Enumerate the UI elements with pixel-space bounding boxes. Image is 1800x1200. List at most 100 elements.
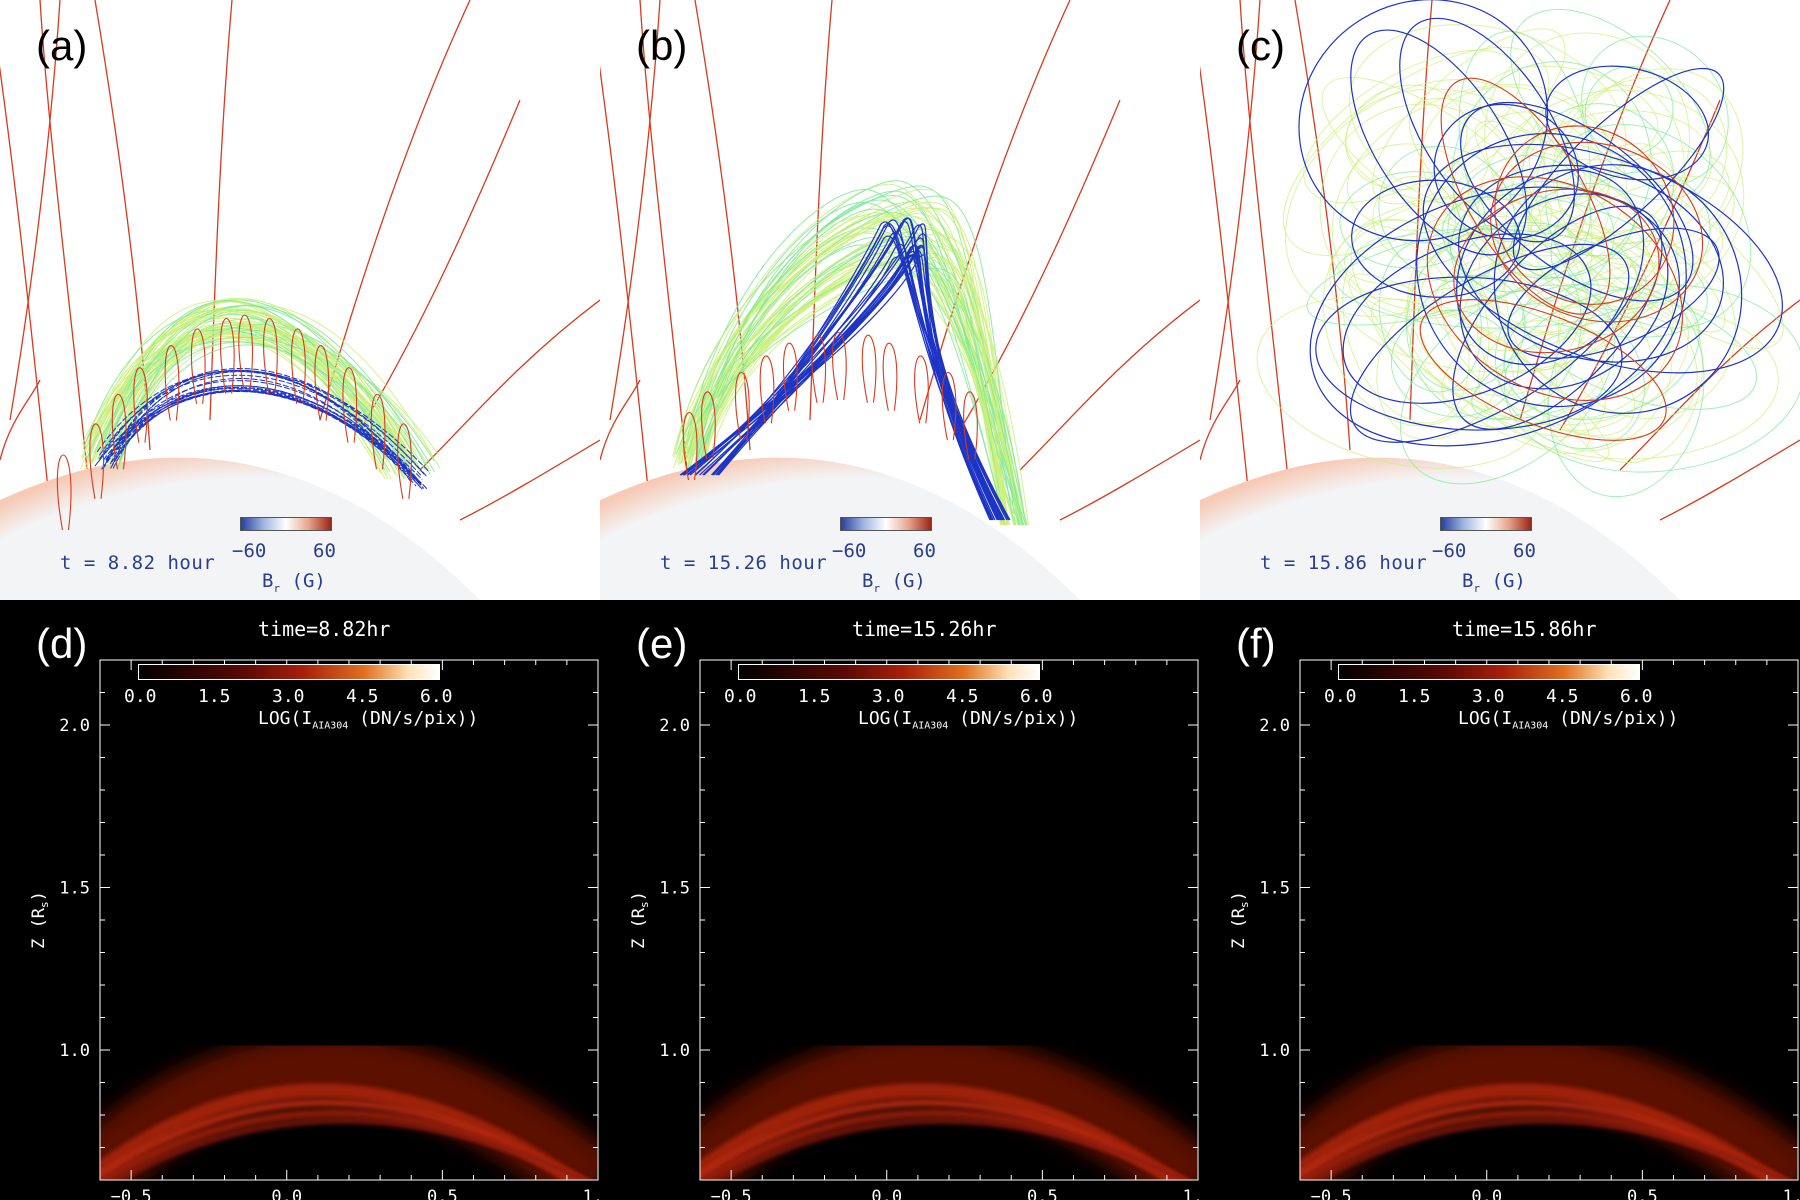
arcade-loop bbox=[89, 423, 104, 499]
rope-core-line bbox=[713, 254, 1010, 521]
rope-core-line bbox=[1349, 243, 1630, 443]
x-tick-label: 0.0 bbox=[871, 1187, 902, 1200]
arcade-loop bbox=[56, 454, 72, 531]
rope-line bbox=[1478, 195, 1678, 335]
arcade-loop bbox=[861, 334, 877, 403]
open-field-line bbox=[959, 99, 1121, 431]
arcade-loop bbox=[941, 372, 957, 441]
diffuse-glow bbox=[100, 1034, 598, 1180]
rope-core-line bbox=[683, 251, 994, 521]
emission-region bbox=[100, 1034, 598, 1180]
rope-line bbox=[107, 324, 405, 480]
cbar-tick: 6.0 bbox=[1020, 686, 1053, 707]
arcade-loop bbox=[238, 314, 253, 391]
y-tick-label: 1.5 bbox=[59, 879, 90, 899]
rope-core-line bbox=[113, 371, 416, 480]
cbar-min: −60 bbox=[832, 540, 867, 562]
cbar-label: LOG(IAIA304 (DN/s/pix)) bbox=[858, 708, 1079, 732]
axes bbox=[699, 659, 1199, 1181]
rope-line bbox=[687, 195, 1015, 526]
rope-line bbox=[1447, 154, 1592, 293]
arcade-loop bbox=[963, 391, 978, 460]
open-field-line bbox=[459, 439, 600, 521]
y-tick-label: 1.0 bbox=[659, 1041, 690, 1061]
arcade-loop bbox=[782, 342, 798, 411]
rope-line bbox=[684, 201, 1022, 526]
cbar-min: −60 bbox=[232, 540, 267, 562]
rope-core-line bbox=[1456, 169, 1645, 366]
y-axis-title: Z (Rs) bbox=[29, 891, 51, 949]
arcade-loop bbox=[190, 328, 206, 404]
rope-line bbox=[1467, 196, 1652, 310]
cbar-tick: 0.0 bbox=[124, 686, 157, 707]
intensity-colorbar bbox=[738, 664, 1040, 680]
arcade-loop bbox=[314, 344, 330, 421]
emission-band bbox=[710, 1117, 1192, 1180]
cbar-tick: 1.5 bbox=[198, 686, 231, 707]
x-tick-label: 0.5 bbox=[1627, 1187, 1658, 1200]
flux-rope bbox=[672, 180, 1029, 526]
rope-line bbox=[1477, 89, 1745, 317]
open-field-line bbox=[359, 99, 521, 431]
rope-line bbox=[700, 235, 1025, 526]
cbar-tick: 3.0 bbox=[272, 686, 305, 707]
rope-line bbox=[1581, 35, 1729, 187]
rope-line bbox=[1474, 120, 1726, 333]
br-colorbar bbox=[840, 517, 932, 531]
rope-core-line bbox=[686, 221, 998, 521]
arcade-loop bbox=[811, 334, 827, 403]
rope-core-line bbox=[1512, 67, 1725, 271]
emission-band bbox=[1310, 1117, 1792, 1180]
rope-core-line bbox=[98, 385, 420, 482]
intensity-colorbar bbox=[1338, 664, 1640, 680]
plot-title: time=15.26hr bbox=[852, 617, 997, 641]
arcade-loop bbox=[734, 372, 750, 441]
diffuse-glow bbox=[700, 1034, 1198, 1180]
panel-c: (c) t = 15.86 hour −60 60 Br (G) bbox=[1200, 0, 1800, 600]
arcade-loop bbox=[1426, 176, 1683, 401]
cbar-tick: 0.0 bbox=[724, 686, 757, 707]
rope-line bbox=[1479, 65, 1659, 161]
arcade-loop bbox=[164, 344, 180, 421]
open-field-line bbox=[0, 379, 41, 461]
rope-line bbox=[118, 313, 386, 471]
rope-line bbox=[1471, 316, 1673, 420]
rope-core-line bbox=[1507, 227, 1720, 359]
panel-label: (d) bbox=[36, 620, 88, 667]
arcade-loop bbox=[1490, 141, 1704, 323]
rope-line bbox=[1346, 143, 1470, 231]
arcade-loop bbox=[263, 317, 278, 394]
rope-line bbox=[679, 264, 1009, 526]
panel-label: (e) bbox=[636, 620, 688, 667]
time-label: t = 15.26 hour bbox=[660, 552, 828, 574]
x-tick-label: 0.5 bbox=[1027, 1187, 1058, 1200]
rope-core-line bbox=[1298, 0, 1549, 242]
cbar-tick: 3.0 bbox=[872, 686, 905, 707]
emission-band bbox=[110, 1117, 592, 1180]
panel-d: −0.50.00.51.01.01.52.0Y (Rs)Z (Rs) (d) t… bbox=[0, 600, 600, 1200]
open-field-line bbox=[694, 0, 751, 451]
cbar-label: LOG(IAIA304 (DN/s/pix)) bbox=[1458, 708, 1679, 732]
rope-line bbox=[693, 257, 1008, 526]
rope-line bbox=[695, 180, 1028, 526]
cbar-tick: 4.5 bbox=[346, 686, 379, 707]
rope-line bbox=[1399, 284, 1616, 485]
panel-label: (f) bbox=[1236, 620, 1276, 667]
rope-core-line bbox=[1309, 186, 1680, 447]
rope-line bbox=[118, 330, 410, 457]
emission-region bbox=[700, 1034, 1198, 1180]
rope-line bbox=[102, 305, 431, 475]
rope-core-line bbox=[682, 224, 1005, 521]
arcade-loop bbox=[1494, 125, 1675, 305]
panel-a: (a) t = 8.82 hour −60 60 Br (G) bbox=[0, 0, 600, 600]
rope-line bbox=[1503, 277, 1700, 420]
y-tick-label: 1.0 bbox=[1259, 1041, 1290, 1061]
open-field-line bbox=[209, 0, 233, 421]
arcade-loop bbox=[1453, 188, 1660, 354]
y-axis-title: Z (Rs) bbox=[1229, 891, 1251, 949]
br-colorbar bbox=[240, 517, 332, 531]
rope-line bbox=[688, 201, 1021, 526]
open-field-line bbox=[1059, 439, 1200, 521]
flux-rope bbox=[1256, 0, 1800, 498]
intensity-plot-d: −0.50.00.51.01.01.52.0Y (Rs)Z (Rs) bbox=[29, 659, 600, 1200]
